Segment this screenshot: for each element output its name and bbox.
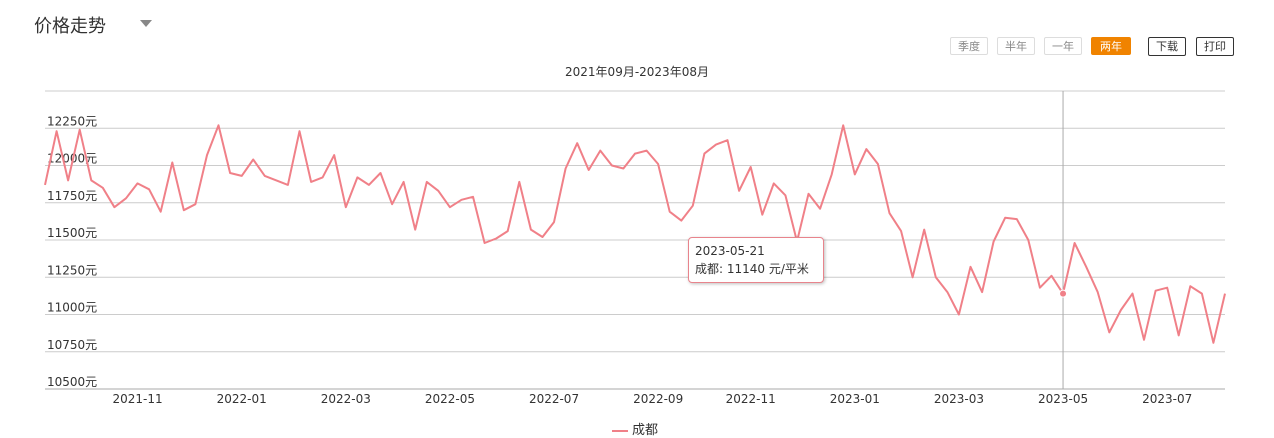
- y-tick-label: 11000元: [47, 301, 97, 315]
- print-button[interactable]: 打印: [1196, 37, 1234, 56]
- x-tick-label: 2022-07: [529, 392, 579, 406]
- x-tick-label: 2023-07: [1142, 392, 1192, 406]
- series-line-chengdu: [44, 124, 1226, 344]
- legend-swatch: [612, 429, 628, 432]
- page-title: 价格走势: [34, 16, 106, 37]
- highlight-point: [1059, 289, 1068, 298]
- chart-title: 2021年09月-2023年08月: [565, 65, 709, 79]
- x-tick-label: 2023-01: [830, 392, 880, 406]
- x-tick-label: 2022-09: [633, 392, 683, 406]
- x-tick-label: 2022-05: [425, 392, 475, 406]
- x-tick-label: 2022-11: [726, 392, 776, 406]
- y-tick-label: 10750元: [47, 338, 97, 352]
- range-one-year-button[interactable]: 一年: [1044, 37, 1082, 55]
- y-tick-label: 12250元: [47, 114, 97, 128]
- y-tick-label: 11500元: [47, 226, 97, 240]
- legend-label: 成都: [632, 423, 659, 438]
- x-tick-label: 2023-03: [934, 392, 984, 406]
- download-button[interactable]: 下载: [1148, 37, 1186, 56]
- range-half-year-button[interactable]: 半年: [997, 37, 1035, 55]
- y-tick-label: 11250元: [47, 263, 97, 277]
- range-quarter-button[interactable]: 季度: [950, 37, 988, 55]
- chart-tooltip: 2023-05-21 成都: 11140 元/平米: [688, 237, 824, 283]
- x-tick-label: 2021-11: [112, 392, 162, 406]
- x-tick-label: 2023-05: [1038, 392, 1088, 406]
- y-tick-label: 11750元: [47, 189, 97, 203]
- y-tick-label: 10500元: [47, 375, 97, 389]
- tooltip-date: 2023-05-21: [695, 244, 765, 258]
- range-two-year-button[interactable]: 两年: [1091, 37, 1131, 55]
- x-tick-label: 2022-03: [321, 392, 371, 406]
- tooltip-value: 成都: 11140 元/平米: [695, 262, 809, 276]
- chart-legend[interactable]: 成都: [612, 419, 658, 438]
- chevron-down-icon[interactable]: [140, 20, 152, 27]
- x-tick-label: 2022-01: [217, 392, 267, 406]
